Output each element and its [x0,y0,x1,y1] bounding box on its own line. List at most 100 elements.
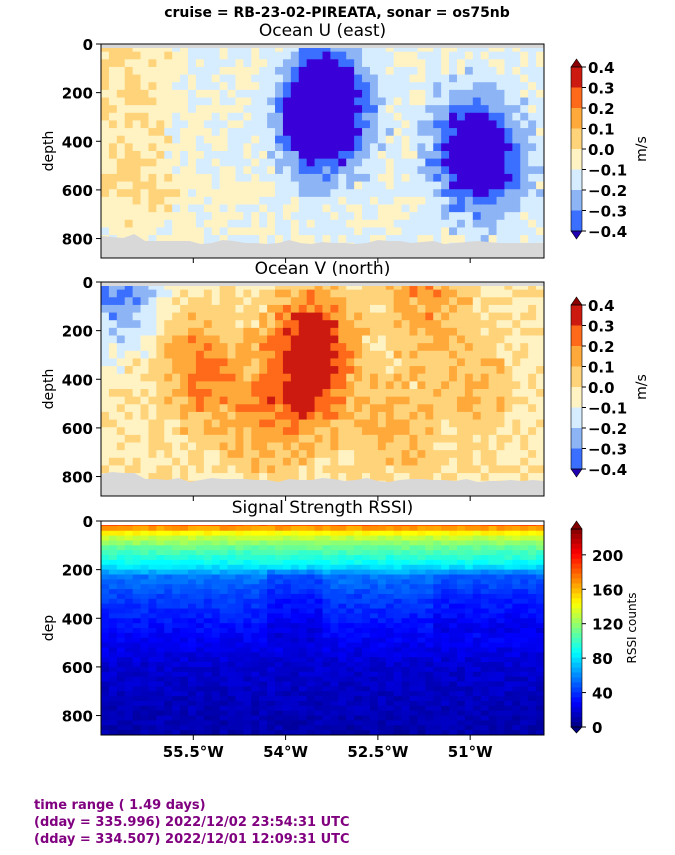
colorbar-band [571,588,582,594]
colorbar-band [571,662,582,669]
colorbar-extend-min [570,230,583,240]
no-data-top [101,521,544,525]
colorbar-band [571,448,582,470]
colorbar-tick-label: 0.4 [588,297,615,315]
panel-title: Ocean V (north) [255,259,391,279]
colorbar-band [571,210,582,232]
no-data-bottom [101,472,544,496]
colorbar-band [571,563,582,570]
colorbar-band [571,387,582,408]
start-time-line: (dday = 334.507) 2022/12/01 12:09:31 UTC [34,832,350,847]
y-tick-label: 400 [62,371,93,389]
y-axis-label: dep [41,615,57,642]
colorbar-band [571,593,582,599]
colorbar-band [571,712,582,718]
colorbar-band [571,603,582,609]
colorbar-band [571,169,582,191]
colorbar-band [571,366,582,388]
end-time-line: (dday = 335.996) 2022/12/02 23:54:31 UTC [34,815,350,830]
colorbar-band [571,538,582,545]
x-tick-label: 55.5°W [163,743,225,761]
time-range-line: time range ( 1.49 days) [34,798,206,813]
colorbar-band [571,628,582,634]
panel-2: Ocean V (north)0200400600800depth0.40.30… [41,259,650,501]
colorbar-band [571,682,582,688]
colorbar-band [571,428,582,449]
colorbar-band [571,558,582,565]
colorbar-band [571,553,582,560]
y-tick-label: 800 [62,231,93,249]
colorbar: 0.4 0.3 0.2 0.1 0.0 −0.1 −0.2 −0.3 −0.4 m/s [570,296,650,479]
y-tick-label: 400 [62,610,93,628]
colorbar-tick-label: 200 [592,547,623,565]
colorbar-band [571,128,582,150]
colorbar-frame [570,528,583,728]
colorbar-tick-label: 120 [592,616,623,634]
panel-title: Ocean U (east) [259,21,386,41]
colorbar-extend-max [570,520,583,530]
colorbar: 200 160 120 80 40 0 RSSI counts [570,520,639,737]
heatmap-field [101,44,544,258]
colorbar-band [571,190,582,211]
y-tick-label: 0 [83,513,93,531]
y-tick-label: 600 [62,659,93,677]
colorbar-band [571,667,582,674]
y-tick-label: 800 [62,708,93,726]
colorbar-band [571,613,582,619]
y-tick-label: 0 [83,274,93,292]
y-axis-label: depth [41,369,57,410]
panel-1: Ocean U (east)0200400600800depth0.40.30.… [41,21,650,263]
colorbar-band [571,67,582,88]
colorbar-tick-label: −0.1 [588,400,627,418]
colorbar-band [571,108,582,129]
colorbar-tick-label: −0.4 [588,223,627,241]
colorbar-label: m/s [634,136,650,162]
colorbar-tick-label: 0.3 [588,80,615,98]
colorbar-band [571,647,582,654]
panel-title: Signal Strength RSSI) [232,498,414,518]
colorbar-band [571,692,582,698]
plot-frame [100,520,545,736]
no-data-top [101,282,544,286]
colorbar-band [571,677,582,683]
colorbar-band [571,618,582,624]
colorbar-band [571,543,582,550]
colorbar-band [571,707,582,713]
colorbar-band [571,529,582,535]
y-axis-label: depth [41,131,57,172]
heatmap-field [101,282,544,496]
colorbar-band [571,717,582,723]
y-tick-label: 800 [62,469,93,487]
colorbar-band [571,583,582,589]
y-tick-label: 200 [62,85,93,103]
colorbar-extend-max [570,58,583,68]
colorbar-tick-label: 0.0 [588,141,615,159]
colorbar-tick-label: −0.3 [588,203,627,221]
colorbar-band [571,687,582,693]
y-tick-label: 200 [62,562,93,580]
colorbar-band [571,325,582,347]
colorbar-label: RSSI counts [625,592,639,663]
colorbar-tick-label: 0.0 [588,379,615,397]
colorbar-tick-label: 160 [592,581,623,599]
colorbar-band [571,608,582,614]
colorbar-band [571,697,582,703]
colorbar-band [571,533,582,540]
colorbar-tick-label: 0.2 [588,100,615,118]
colorbar-extend-min [570,726,583,734]
colorbar-label: m/s [634,374,650,400]
colorbar-tick-label: 40 [592,685,613,703]
colorbar-tick-label: −0.1 [588,162,627,180]
y-tick-label: 200 [62,323,93,341]
colorbar-tick-label: −0.4 [588,461,627,479]
colorbar-band [571,305,582,326]
colorbar-band [571,672,582,678]
x-tick-label: 51°W [448,743,493,761]
colorbar-band [571,657,582,664]
colorbar-tick-label: 80 [592,650,613,668]
colorbar-band [571,578,582,584]
no-data-top [101,44,544,48]
x-tick-label: 52.5°W [347,743,409,761]
colorbar-tick-label: −0.2 [588,182,627,200]
colorbar-band [571,722,582,728]
